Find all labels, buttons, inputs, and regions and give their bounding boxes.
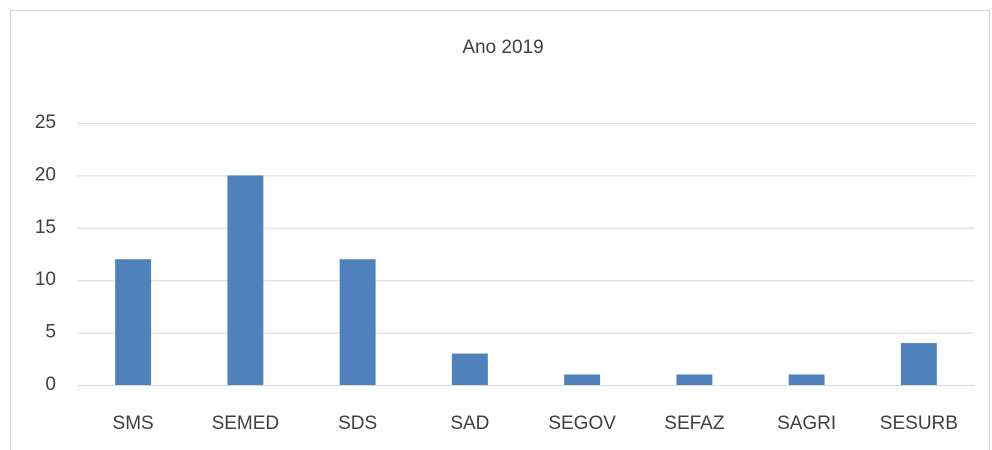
bar — [451, 353, 488, 385]
x-tick-label: SDS — [338, 413, 377, 434]
bar — [676, 374, 713, 385]
y-tick-label: 0 — [45, 374, 56, 395]
bar — [227, 175, 264, 385]
chart-title: Ano 2019 — [462, 37, 543, 58]
x-tick-label: SAGRI — [777, 413, 836, 434]
x-tick-label: SESURB — [880, 413, 958, 434]
chart-border — [10, 10, 990, 450]
y-tick-label: 10 — [35, 269, 56, 290]
y-tick-label: 20 — [35, 164, 56, 185]
x-tick-label: SEGOV — [548, 413, 616, 434]
bar — [564, 374, 601, 385]
y-tick-label: 15 — [35, 217, 56, 238]
bar — [115, 259, 152, 385]
bar — [339, 259, 376, 385]
x-tick-label: SAD — [450, 413, 489, 434]
x-tick-label: SEFAZ — [664, 413, 725, 434]
x-tick-label: SEMED — [212, 413, 280, 434]
bar — [900, 343, 937, 385]
y-tick-label: 25 — [35, 112, 56, 133]
y-tick-label: 5 — [45, 322, 56, 343]
x-tick-label: SMS — [113, 413, 154, 434]
bar — [788, 374, 825, 385]
